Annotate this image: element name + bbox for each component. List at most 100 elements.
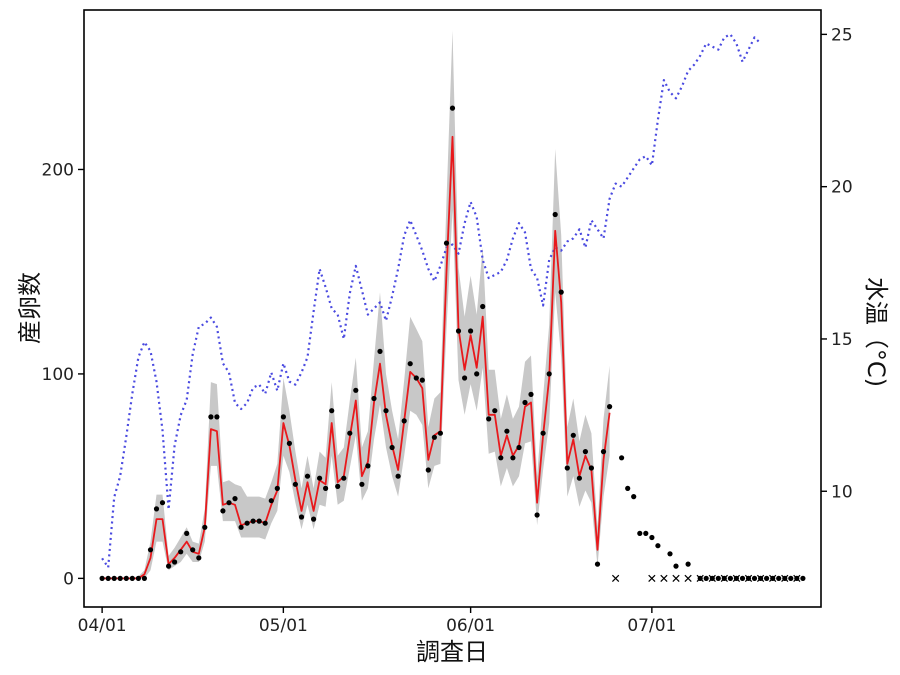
cross-marker (720, 574, 728, 583)
observed-point (673, 563, 679, 569)
observed-point (625, 485, 631, 491)
left-y-axis-title: 産卵数 (16, 272, 44, 344)
observed-point (141, 575, 147, 582)
x-axis-ticks: 04/01 05/01 06/01 07/01 (78, 607, 676, 636)
observed-point (516, 444, 522, 451)
observed-point (341, 475, 347, 481)
observed-point (166, 563, 172, 569)
x-tick-label: 06/01 (446, 616, 495, 636)
observed-point (117, 575, 123, 582)
fitted-line-layer (102, 135, 611, 580)
observed-point (764, 575, 770, 582)
observed-point (588, 465, 595, 471)
observed-point (123, 575, 129, 582)
observed-point (431, 434, 437, 440)
observed-point (365, 463, 371, 469)
ci-band-layer (102, 30, 610, 579)
temperature-line (101, 33, 762, 569)
observed-point (504, 428, 510, 434)
observed-point (534, 512, 540, 518)
observed-point (262, 520, 268, 526)
observed-point (280, 414, 286, 420)
cross-marker (708, 574, 716, 583)
observed-point (304, 473, 311, 479)
observed-point (425, 467, 431, 473)
cross-marker (781, 574, 789, 583)
cross-marker (660, 574, 668, 583)
observed-point (655, 543, 661, 549)
observed-point (570, 432, 576, 438)
left-y-axis-ticks: 0 100 200 (42, 160, 84, 589)
observed-point (383, 408, 389, 414)
observed-point (111, 575, 117, 582)
observed-point (208, 414, 214, 420)
observed-point (631, 494, 637, 500)
observed-point (395, 473, 401, 479)
ci-band (102, 30, 610, 579)
observed-point (135, 575, 141, 582)
observed-point (552, 211, 558, 218)
observed-point (153, 506, 160, 512)
observed-point (594, 561, 601, 567)
observed-point (443, 240, 450, 246)
observed-point (401, 418, 407, 424)
observed-point (800, 575, 806, 582)
observed-point (353, 387, 359, 393)
cross-marker (756, 574, 765, 583)
observed-point (190, 547, 196, 553)
observed-point (292, 481, 298, 487)
observed-point (776, 575, 782, 582)
observed-point (649, 534, 655, 541)
observed-point (510, 455, 516, 461)
observed-point (196, 555, 202, 561)
plot-frame (83, 9, 822, 608)
observed-point (256, 518, 262, 524)
observed-point (739, 575, 746, 582)
cross-marker (696, 574, 704, 583)
observed-point (347, 430, 353, 436)
observed-point (474, 371, 480, 377)
observed-point (462, 375, 468, 381)
observed-point (244, 520, 250, 526)
observed-point (159, 500, 166, 506)
observed-point (184, 530, 190, 537)
observed-point (582, 449, 589, 455)
observed-point (703, 575, 709, 582)
right-y-tick-label: 10 (831, 482, 853, 502)
observed-point (311, 516, 317, 522)
observed-point (528, 391, 534, 397)
observed-point (727, 575, 734, 582)
x-tick-label: 04/01 (78, 616, 127, 636)
observed-point (178, 549, 184, 555)
observed-point (298, 514, 305, 520)
right-y-axis-title: 水温（°C) (862, 277, 890, 387)
observed-point (600, 449, 607, 455)
observed-point (214, 414, 220, 420)
observed-point (268, 498, 274, 504)
right-y-tick-label: 15 (831, 330, 853, 350)
observed-point (455, 328, 462, 334)
x-tick-label: 07/01 (627, 616, 676, 636)
observed-point (468, 328, 474, 334)
observed-point (99, 575, 105, 582)
observed-point (250, 518, 256, 524)
cross-markers-layer (611, 574, 801, 583)
observed-point (359, 481, 365, 487)
right-y-tick-label: 20 (831, 178, 853, 198)
observed-point (274, 485, 280, 491)
observed-point (329, 408, 335, 414)
x-tick-label: 05/01 (259, 616, 308, 636)
observed-point (335, 483, 341, 489)
cross-marker (648, 574, 656, 583)
observed-point (413, 375, 419, 381)
observed-point (637, 530, 643, 537)
temperature-layer (101, 33, 762, 569)
observed-point (377, 348, 383, 354)
right-y-tick-label: 25 (831, 25, 853, 45)
cross-marker (744, 574, 753, 583)
observed-point (685, 561, 691, 567)
cross-marker (684, 574, 692, 583)
observed-point (389, 444, 395, 451)
observed-point (546, 371, 552, 377)
